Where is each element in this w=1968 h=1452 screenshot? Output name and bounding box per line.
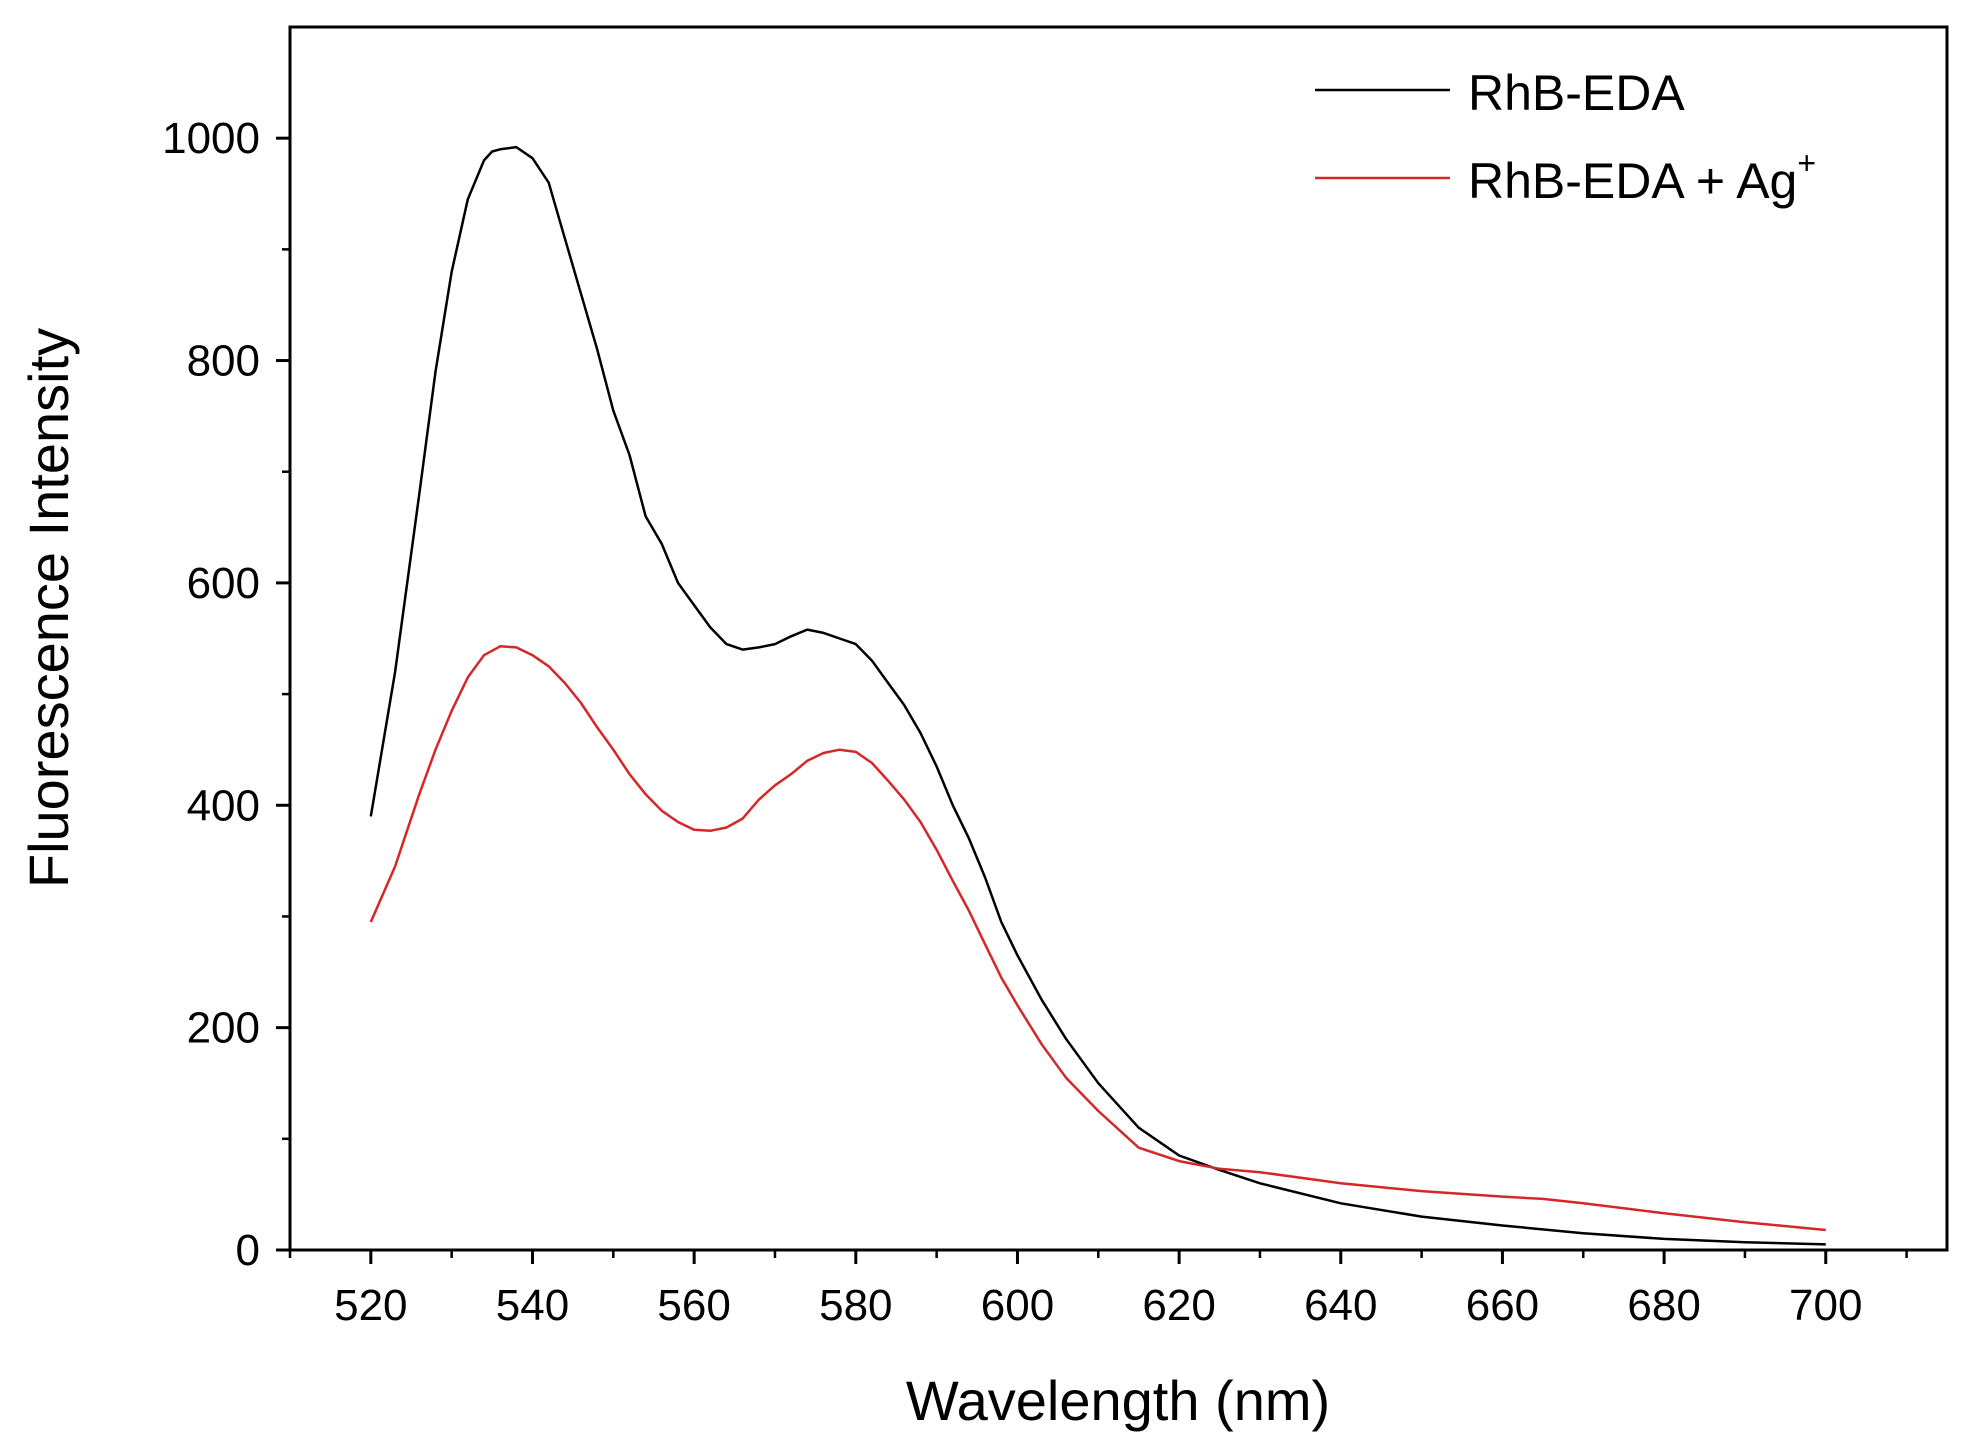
legend-label-rhb-eda-ag-text: RhB-EDA + Ag [1468,153,1797,209]
legend-label-rhb-eda: RhB-EDA [1468,65,1685,121]
y-tick-label: 0 [236,1226,260,1275]
y-tick-label: 200 [187,1004,260,1053]
y-tick-label: 1000 [162,114,260,163]
x-tick-label: 560 [657,1281,730,1330]
legend: RhB-EDA RhB-EDA + Ag+ [1315,65,1816,209]
y-axis-title: Fluorescence Intensity [17,328,80,888]
x-tick-label: 700 [1789,1281,1862,1330]
x-tick-label: 680 [1627,1281,1700,1330]
x-tick-label: 660 [1466,1281,1539,1330]
legend-label-rhb-eda-ag: RhB-EDA + Ag+ [1468,145,1816,209]
x-axis-title: Wavelength (nm) [906,1369,1330,1432]
plot-frame [288,25,1949,1252]
series-line-1 [369,645,1826,1232]
series-line-0 [369,145,1826,1246]
x-tick-label: 640 [1304,1281,1377,1330]
x-tick-label: 520 [334,1281,407,1330]
series-layer [369,145,1826,1246]
y-tick-label: 600 [187,559,260,608]
x-tick-label: 620 [1142,1281,1215,1330]
x-tick-label: 580 [819,1281,892,1330]
y-tick-label: 400 [187,781,260,830]
x-tick-label: 540 [496,1281,569,1330]
x-tick-label: 600 [981,1281,1054,1330]
y-tick-label: 800 [187,337,260,386]
axis-ticks: 520 540 560 580 600 620 640 660 680 700 0 200 400 600… [162,114,1908,1330]
legend-label-superscript: + [1797,145,1816,181]
